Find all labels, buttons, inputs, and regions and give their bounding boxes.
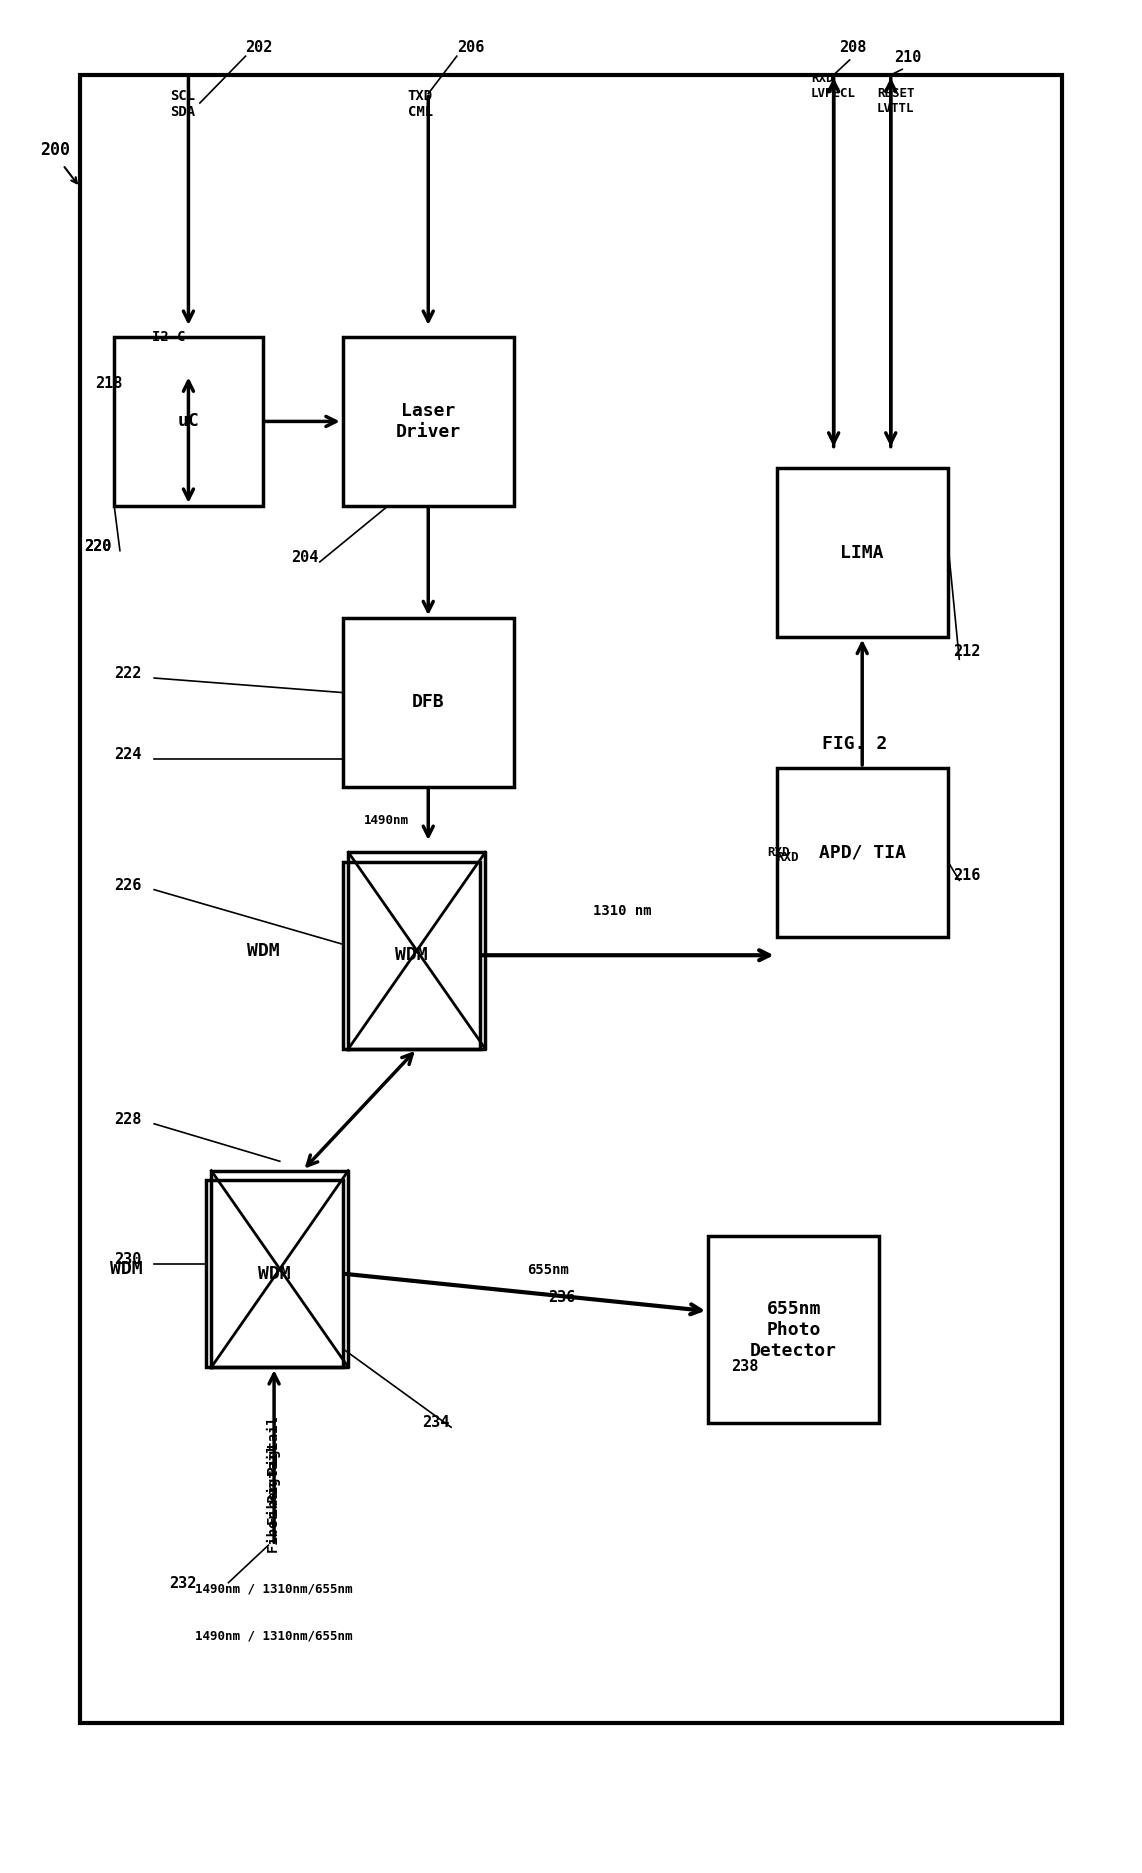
Text: 210: 210 <box>894 51 922 66</box>
Text: Fiber Pigtail: Fiber Pigtail <box>267 1416 281 1525</box>
Text: WDM: WDM <box>395 946 427 965</box>
Text: 230: 230 <box>114 1253 142 1268</box>
Text: 234: 234 <box>423 1416 450 1431</box>
Polygon shape <box>348 852 485 1049</box>
Text: 236: 236 <box>548 1290 576 1305</box>
Text: WDM: WDM <box>110 1261 143 1277</box>
Text: 1490nm / 1310nm/655nm: 1490nm / 1310nm/655nm <box>195 1583 353 1596</box>
Text: I2 C: I2 C <box>152 330 186 345</box>
Text: Fiber Pigtail: Fiber Pigtail <box>267 1444 281 1553</box>
FancyBboxPatch shape <box>114 337 263 506</box>
Text: 216: 216 <box>954 869 981 884</box>
Text: 655nm
Photo
Detector: 655nm Photo Detector <box>750 1300 837 1360</box>
Text: APD/ TIA: APD/ TIA <box>819 843 906 862</box>
Text: Laser
Driver: Laser Driver <box>395 403 461 440</box>
FancyBboxPatch shape <box>206 1180 343 1367</box>
Text: 200: 200 <box>40 140 70 159</box>
FancyBboxPatch shape <box>708 1236 879 1423</box>
Text: 232: 232 <box>169 1577 196 1592</box>
Text: 1310 nm: 1310 nm <box>593 905 652 918</box>
Text: uC: uC <box>177 412 200 431</box>
Text: 1490nm: 1490nm <box>363 815 409 826</box>
Text: RXD: RXD <box>767 847 790 860</box>
Text: RESET
LVTTL: RESET LVTTL <box>877 88 915 116</box>
Text: 218: 218 <box>95 376 122 391</box>
Text: WDM: WDM <box>247 942 280 959</box>
FancyBboxPatch shape <box>777 768 948 936</box>
Text: 202: 202 <box>246 41 273 56</box>
Text: LIMA: LIMA <box>841 543 884 562</box>
FancyBboxPatch shape <box>343 618 514 787</box>
FancyBboxPatch shape <box>343 862 480 1049</box>
Text: SCL
SDA: SCL SDA <box>170 88 195 120</box>
Text: RXD
LVPECL: RXD LVPECL <box>811 73 855 101</box>
Text: DFB: DFB <box>412 693 444 712</box>
FancyBboxPatch shape <box>343 337 514 506</box>
Text: 220: 220 <box>85 539 112 554</box>
Text: 208: 208 <box>839 41 867 56</box>
Text: 226: 226 <box>114 878 142 893</box>
FancyBboxPatch shape <box>777 468 948 637</box>
Text: 224: 224 <box>114 747 142 762</box>
Text: TXD
CML: TXD CML <box>408 88 433 120</box>
Text: 204: 204 <box>291 551 319 566</box>
Polygon shape <box>211 1171 348 1367</box>
Text: 1490nm / 1310nm/655nm: 1490nm / 1310nm/655nm <box>195 1630 353 1643</box>
Text: 220: 220 <box>85 539 112 554</box>
Text: 228: 228 <box>114 1113 142 1128</box>
Text: FIG. 2: FIG. 2 <box>822 736 887 753</box>
Text: RXD: RXD <box>777 852 799 863</box>
Text: 212: 212 <box>954 644 981 659</box>
Text: 238: 238 <box>731 1360 758 1375</box>
Text: 206: 206 <box>457 41 484 56</box>
Text: WDM: WDM <box>258 1264 290 1283</box>
Text: 655nm: 655nm <box>528 1264 569 1277</box>
Text: 222: 222 <box>114 667 142 682</box>
